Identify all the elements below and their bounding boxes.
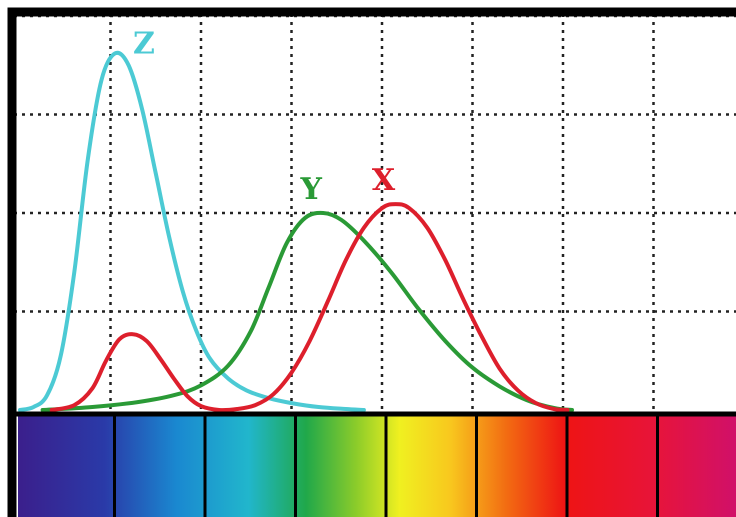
series-y-label: Y <box>299 172 322 207</box>
spectrum-band <box>18 414 736 517</box>
series-labels: Z Y X <box>133 26 396 207</box>
series-x-line <box>49 202 570 413</box>
series-x-label: X <box>372 163 396 198</box>
spectrum-dividers <box>113 414 659 517</box>
chart-frame <box>7 7 736 517</box>
series-z-label: Z <box>133 26 155 61</box>
series-z-line <box>18 50 366 412</box>
curves <box>18 50 574 413</box>
